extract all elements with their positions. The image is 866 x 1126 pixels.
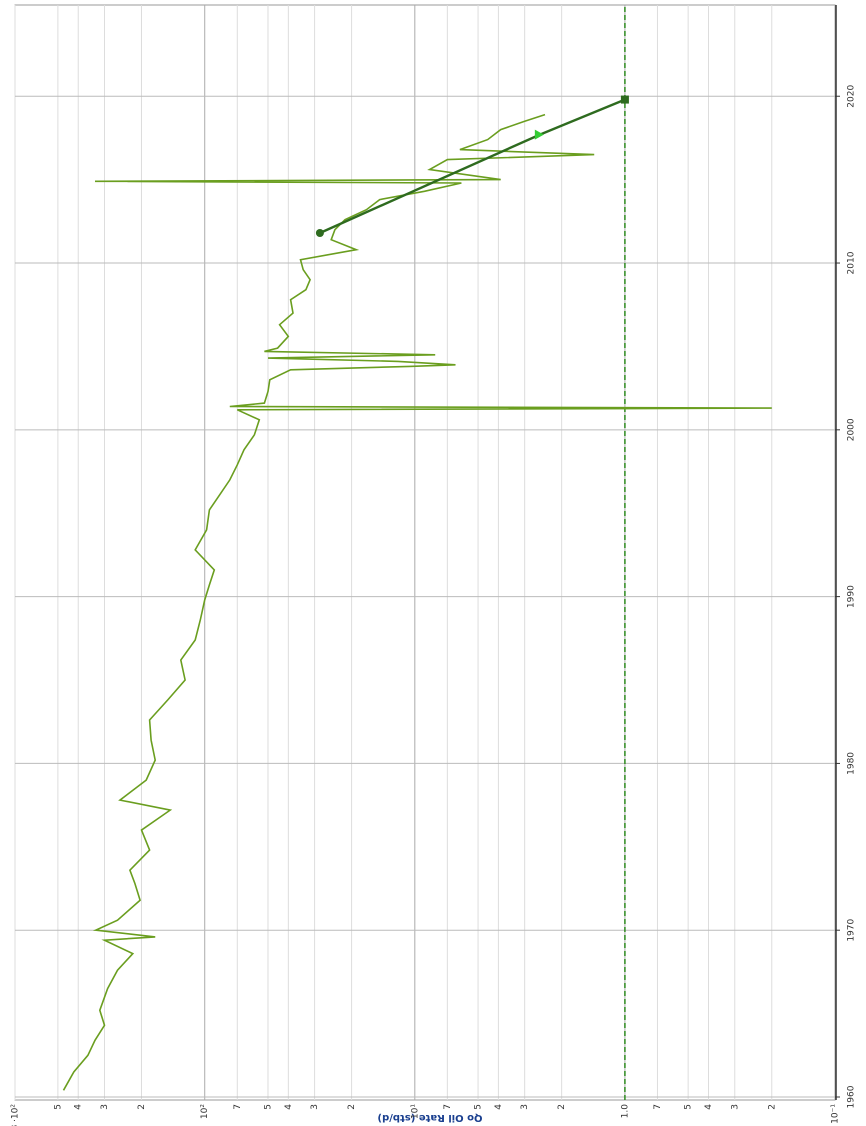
y-tick-label: 3 xyxy=(310,1104,320,1110)
y-tick-label: 10¹ xyxy=(410,1104,420,1119)
x-tick-label: 1980 xyxy=(847,752,857,775)
y-tick-label: 5 xyxy=(263,1104,273,1110)
y-tick-label: 4 xyxy=(704,1104,714,1110)
y-tick-label: 5 xyxy=(684,1104,694,1110)
y-tick-label: 10⁻¹ xyxy=(831,1104,841,1124)
y-tick-label: 8 ·10² xyxy=(11,1104,21,1126)
y-tick-label: 4 xyxy=(74,1104,84,1110)
y-tick-label: 2 xyxy=(347,1104,357,1110)
y-tick-label: 10² xyxy=(200,1104,210,1119)
y-tick-label: 7 xyxy=(653,1104,663,1110)
point-marker xyxy=(315,229,324,238)
y-tick-label: 5 xyxy=(474,1104,484,1110)
y-tick-label: 4 xyxy=(284,1104,294,1110)
y-tick-label: 4 xyxy=(494,1104,504,1110)
x-tick-label: 1960 xyxy=(847,1085,857,1108)
y-axis-title: Qo Oil Rate (stb/d) xyxy=(377,1112,482,1123)
y-tick-label: 2 xyxy=(137,1104,147,1110)
y-tick-label: 7 xyxy=(233,1104,243,1110)
y-tick-label: 3 xyxy=(520,1104,530,1110)
y-tick-label: 2 xyxy=(557,1104,567,1110)
y-tick-label: 1.0 xyxy=(620,1104,630,1119)
y-tick-label: 2 xyxy=(767,1104,777,1110)
x-tick-label: 1990 xyxy=(847,585,857,608)
x-tick-label: 2010 xyxy=(847,251,857,274)
x-tick-label: 2020 xyxy=(847,85,857,108)
y-tick-label: 3 xyxy=(100,1104,110,1110)
rotated-plot: Qo Oil Rate (stb/d) 8 ·10² 5 4 3 2 10² 7 5 4 3 2 10… xyxy=(11,4,857,1126)
y-tick-label: 5 xyxy=(53,1104,63,1110)
point-marker xyxy=(620,95,629,104)
point-marker xyxy=(534,129,544,140)
x-tick-label: 2000 xyxy=(847,418,857,441)
x-tick-label: 1970 xyxy=(847,918,857,941)
y-tick-label: 7 xyxy=(443,1104,453,1110)
series-line xyxy=(62,113,772,1091)
y-tick-label: 3 xyxy=(730,1104,740,1110)
